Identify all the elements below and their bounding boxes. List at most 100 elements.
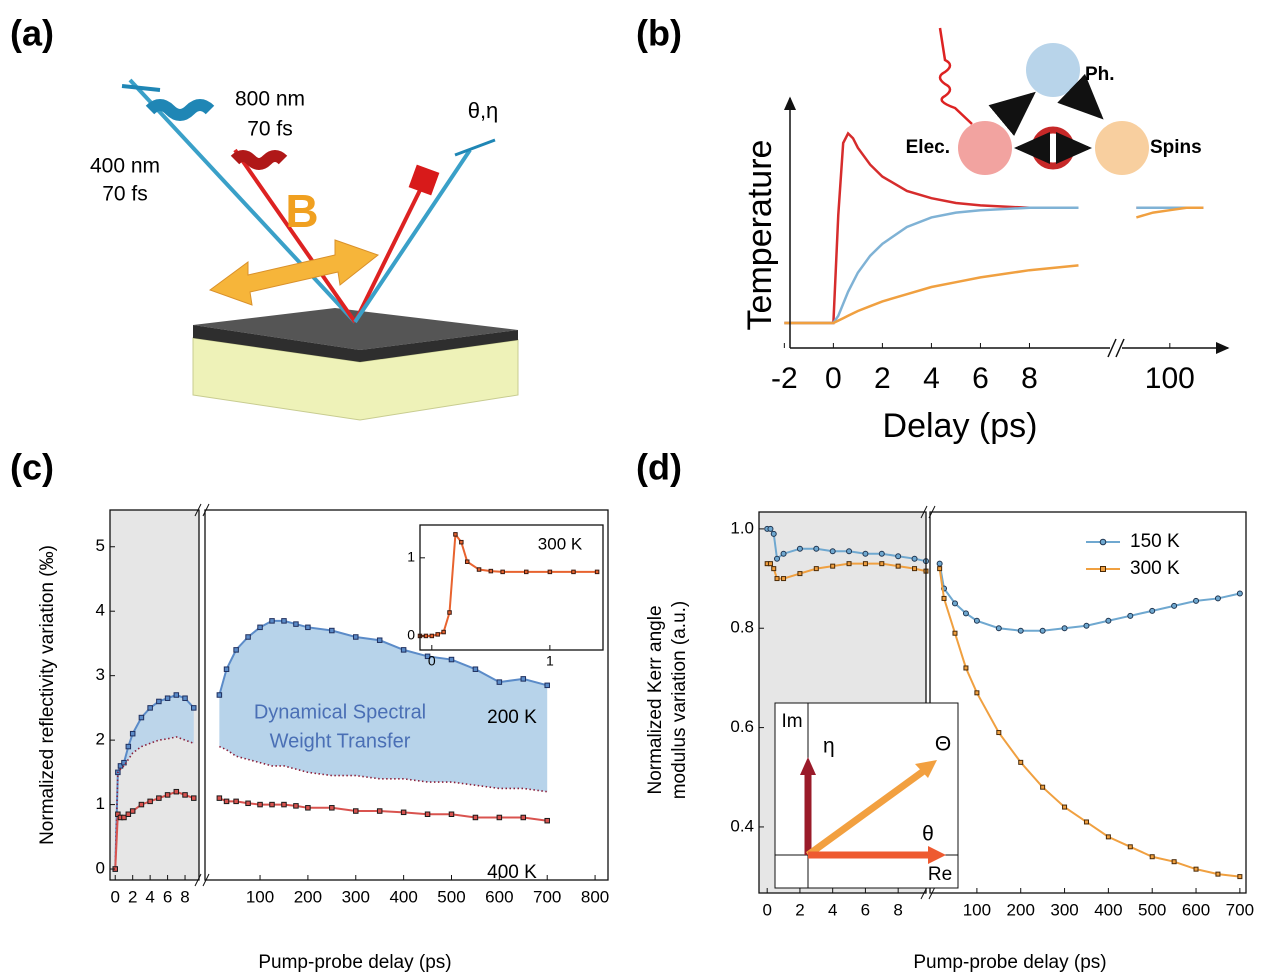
y-axis-label: Normalized reflectivity variation (‰): [37, 545, 58, 845]
x-tick-label: 300: [342, 887, 370, 906]
marker: [1237, 591, 1242, 596]
probe-label: 800 nm: [235, 88, 305, 111]
y-tick-label: 1: [407, 549, 415, 565]
marker: [830, 549, 835, 554]
marker: [157, 699, 162, 704]
marker: [430, 634, 434, 638]
marker: [545, 683, 550, 688]
theta-label: θ: [922, 823, 934, 846]
marker: [192, 796, 197, 801]
marker: [548, 570, 552, 574]
marker: [401, 810, 406, 815]
bath-label: Elec.: [906, 137, 950, 158]
marker: [217, 796, 222, 801]
marker: [1238, 875, 1242, 879]
marker: [130, 731, 135, 736]
marker: [234, 799, 239, 804]
x-axis-label: Delay (ps): [883, 407, 1038, 445]
x-tick-label: 8: [1021, 362, 1038, 395]
panel-label: (c): [10, 447, 54, 488]
x-tick-label: 400: [389, 887, 417, 906]
marker: [521, 815, 526, 820]
marker: [1215, 596, 1220, 601]
marker: [473, 667, 478, 672]
y-axis-label: Normalized Kerr angle: [645, 605, 666, 794]
marker: [1018, 628, 1023, 633]
coupling-ring: [1035, 130, 1071, 166]
y-tick-label: 3: [96, 665, 105, 684]
marker: [1150, 855, 1154, 859]
annotation: Dynamical Spectral: [254, 701, 426, 723]
marker: [814, 567, 818, 571]
marker: [246, 801, 251, 806]
x-tick-label: -2: [771, 362, 798, 395]
series-line: [940, 564, 1240, 631]
marker: [258, 802, 263, 807]
marker: [798, 572, 802, 576]
polarizer: [409, 165, 440, 196]
marker: [460, 540, 464, 544]
marker: [130, 809, 135, 814]
marker: [497, 815, 502, 820]
kerr-label: θ,η: [468, 98, 499, 123]
marker: [863, 562, 867, 566]
marker: [997, 731, 1001, 735]
x-tick-label: 200: [1007, 900, 1035, 919]
marker: [768, 526, 773, 531]
x-tick-label: 4: [828, 900, 837, 919]
coupling-arrow: [1008, 95, 1032, 115]
marker: [1084, 623, 1089, 628]
x-tick-label: 4: [923, 362, 940, 395]
marker: [306, 625, 311, 630]
marker: [148, 706, 153, 711]
marker: [1019, 760, 1023, 764]
marker: [963, 611, 968, 616]
bath-label: Ph.: [1085, 64, 1115, 85]
marker: [425, 812, 430, 817]
marker: [449, 812, 454, 817]
marker: [192, 706, 197, 711]
marker: [126, 812, 131, 817]
marker: [436, 633, 440, 637]
marker: [1084, 820, 1088, 824]
legend-marker: [1101, 567, 1106, 572]
series-line: [784, 265, 1078, 323]
y-tick-label: 2: [96, 730, 105, 749]
marker: [953, 631, 957, 635]
marker: [1041, 785, 1045, 789]
marker: [449, 657, 454, 662]
x-tick-label: 0: [762, 900, 771, 919]
marker: [1063, 805, 1067, 809]
x-tick-label: 0: [825, 362, 842, 395]
x-tick-label: 800: [581, 887, 609, 906]
marker: [377, 638, 382, 643]
marker: [775, 556, 780, 561]
marker: [126, 744, 131, 749]
y-tick-label: 5: [96, 536, 105, 555]
marker: [1150, 608, 1155, 613]
panel-label: (b): [636, 13, 682, 54]
marker: [771, 531, 776, 536]
field-label: B: [285, 185, 318, 237]
marker: [246, 635, 251, 640]
figure: (a) (b) (c) (d) 400 nm 70 fs 800 nm 70 f…: [0, 0, 1266, 977]
marker: [913, 567, 917, 571]
marker: [294, 804, 299, 809]
x-tick-label: 300: [1050, 900, 1078, 919]
marker: [501, 570, 505, 574]
reflected-pump: [355, 150, 470, 322]
marker: [896, 554, 901, 559]
kerr-label: Θ: [935, 733, 951, 756]
marker: [282, 802, 287, 807]
y-axis-label: modulus variation (a.u.): [669, 601, 690, 800]
x-tick-label: 0: [111, 887, 120, 906]
marker: [912, 556, 917, 561]
marker: [814, 546, 819, 551]
marker: [1172, 860, 1176, 864]
electron-bath: [958, 121, 1012, 175]
marker: [772, 567, 776, 571]
x-tick-label: 600: [485, 887, 513, 906]
bath-label: Spins: [1150, 137, 1202, 158]
marker: [306, 806, 311, 811]
marker: [330, 806, 335, 811]
